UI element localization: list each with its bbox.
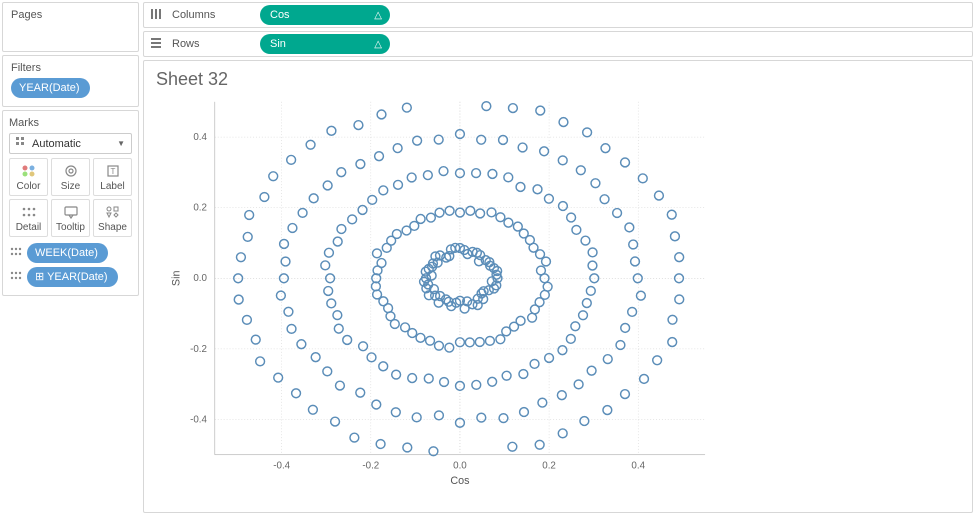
filter-pill-label: YEAR(Date): [19, 83, 80, 94]
size-icon: [63, 163, 79, 179]
marks-pill-row: ⊞ YEAR(Date): [9, 267, 132, 287]
rows-label: Rows: [172, 38, 252, 50]
rows-icon: [150, 37, 164, 52]
svg-text:-0.4: -0.4: [190, 414, 207, 425]
marks-type-dropdown[interactable]: Automatic ▼: [9, 133, 132, 154]
tooltip-icon: [63, 204, 79, 220]
rows-shelf[interactable]: Rows Sin △: [143, 31, 973, 57]
shape-icon: [105, 204, 121, 220]
svg-text:-0.4: -0.4: [273, 461, 290, 472]
marks-pill-label: ⊞ YEAR(Date): [35, 272, 108, 283]
svg-text:Cos: Cos: [450, 475, 469, 487]
label-mark-btn[interactable]: T Label: [93, 158, 132, 196]
filters-title: Filters: [11, 62, 130, 74]
scatter-chart[interactable]: -0.4 -0.4 -0.2 -0.2 0.0 0.0 0.2 0.2 0.4 0.4 Cos Sin: [156, 92, 960, 508]
svg-text:0.2: 0.2: [193, 203, 207, 214]
marks-pill-row: WEEK(Date): [9, 243, 132, 263]
svg-text:0.0: 0.0: [453, 461, 467, 472]
marks-title: Marks: [9, 117, 132, 129]
tooltip-mark-btn[interactable]: Tooltip: [51, 199, 90, 237]
columns-label: Columns: [172, 9, 252, 21]
color-mark-btn[interactable]: Color: [9, 158, 48, 196]
marks-pills: WEEK(Date) ⊞ YEAR(Date): [9, 243, 132, 287]
columns-pill-cos[interactable]: Cos △: [260, 5, 390, 25]
sheet-view: Sheet 32 -0.4 -0.4 -0.2 -0.2 0.0 0.0 0.2 0.2 0.4…: [143, 60, 973, 513]
rows-pill-sin[interactable]: Sin △: [260, 34, 390, 54]
marks-buttons-grid: Color Size T Label Detail Tooltip Shape: [9, 158, 132, 237]
chevron-down-icon: ▼: [117, 139, 125, 148]
mark-btn-label: Color: [17, 181, 41, 192]
pages-shelf[interactable]: Pages: [2, 2, 139, 52]
marks-pill[interactable]: ⊞ YEAR(Date): [27, 267, 118, 287]
color-icon: [21, 163, 37, 179]
svg-text:0.4: 0.4: [631, 461, 645, 472]
detail-icon: [9, 271, 23, 284]
filter-pill-year-date[interactable]: YEAR(Date): [11, 78, 90, 98]
rows-pill-label: Sin: [270, 39, 286, 50]
shape-mark-btn[interactable]: Shape: [93, 199, 132, 237]
svg-text:0.4: 0.4: [193, 132, 207, 143]
svg-text:T: T: [110, 167, 115, 176]
svg-text:Sin: Sin: [171, 271, 183, 287]
label-icon: T: [105, 163, 121, 179]
detail-icon: [21, 204, 37, 220]
mark-btn-label: Size: [61, 181, 80, 192]
marks-type-label: Automatic: [32, 138, 117, 150]
mark-btn-label: Detail: [16, 222, 42, 233]
columns-icon: [150, 8, 164, 23]
mark-btn-label: Label: [100, 181, 124, 192]
size-mark-btn[interactable]: Size: [51, 158, 90, 196]
marks-pill[interactable]: WEEK(Date): [27, 243, 108, 263]
svg-text:-0.2: -0.2: [362, 461, 379, 472]
detail-mark-btn[interactable]: Detail: [9, 199, 48, 237]
delta-icon: △: [374, 39, 382, 50]
columns-pill-label: Cos: [270, 10, 290, 21]
mark-btn-label: Tooltip: [56, 222, 85, 233]
svg-text:0.0: 0.0: [193, 273, 207, 284]
svg-text:0.2: 0.2: [542, 461, 556, 472]
automatic-icon: [16, 137, 28, 150]
marks-card: Marks Automatic ▼ Color Size T Label Detail T…: [2, 110, 139, 296]
marks-pill-label: WEEK(Date): [35, 248, 98, 259]
filters-shelf[interactable]: Filters YEAR(Date): [2, 55, 139, 107]
svg-text:-0.2: -0.2: [190, 344, 207, 355]
sheet-title: Sheet 32: [156, 69, 960, 90]
detail-icon: [9, 247, 23, 260]
pages-title: Pages: [11, 9, 130, 21]
columns-shelf[interactable]: Columns Cos △: [143, 2, 973, 28]
delta-icon: △: [374, 10, 382, 21]
mark-btn-label: Shape: [98, 222, 127, 233]
